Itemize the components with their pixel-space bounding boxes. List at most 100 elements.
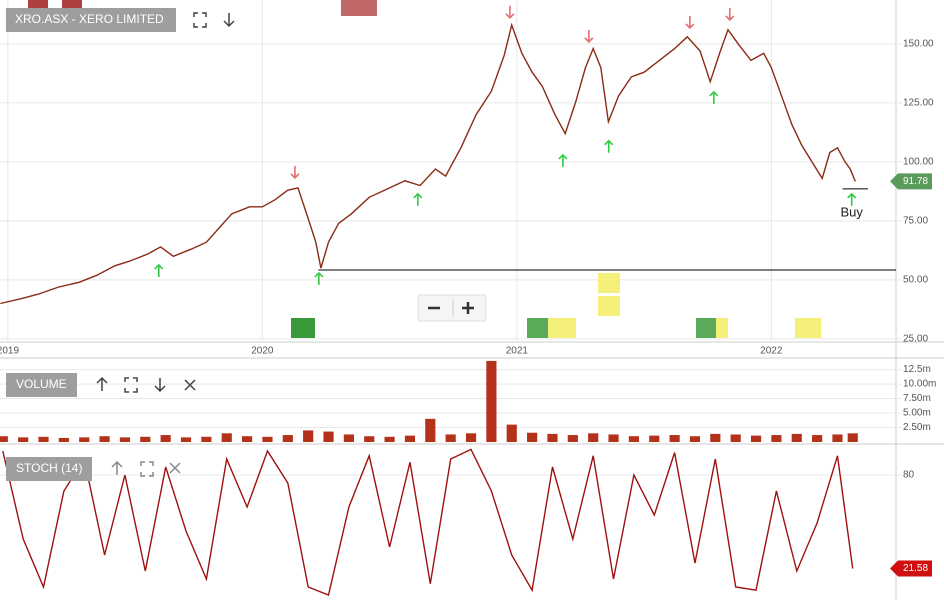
volume-bar xyxy=(242,436,253,442)
volume-bar xyxy=(99,436,110,442)
volume-bar xyxy=(771,435,782,442)
volume-bar xyxy=(119,437,131,442)
volume-header: VOLUME xyxy=(6,373,196,397)
volume-bar xyxy=(180,437,192,442)
volume-bar xyxy=(445,434,456,442)
y-tick-label: 100.00 xyxy=(903,157,934,168)
x-tick-label: 2021 xyxy=(506,346,529,357)
buy-arrow xyxy=(847,192,857,206)
volume-bar xyxy=(506,424,517,442)
volume-bar xyxy=(384,436,395,442)
expand-icon[interactable] xyxy=(193,12,207,28)
y-tick-label: 80 xyxy=(903,470,915,481)
volume-bar xyxy=(343,434,354,442)
volume-bar xyxy=(628,436,639,442)
down-icon[interactable] xyxy=(154,378,166,393)
expand-icon[interactable] xyxy=(140,461,154,477)
buy-arrow xyxy=(604,139,614,153)
volume-bar xyxy=(282,435,293,442)
volume-bar xyxy=(486,360,497,442)
volume-bar xyxy=(404,435,416,442)
volume-bar xyxy=(160,435,171,442)
badges xyxy=(28,0,821,338)
y-tick-label: 7.50m xyxy=(903,393,931,404)
close-icon[interactable] xyxy=(184,379,196,391)
buy-arrow xyxy=(709,90,719,104)
sell-arrow xyxy=(584,29,594,44)
volume-bar xyxy=(608,434,619,442)
annotation: Buy xyxy=(841,204,864,219)
volume-bar xyxy=(567,435,578,442)
panel-title: VOLUME xyxy=(16,377,67,391)
volume-bar xyxy=(323,431,334,442)
line xyxy=(2,448,854,596)
y-tick-label: 10.00m xyxy=(903,379,936,390)
y-tick-label: 50.00 xyxy=(903,275,928,286)
header-box xyxy=(6,373,77,397)
value-tag-label: 21.58 xyxy=(903,563,928,574)
volume-bar xyxy=(812,435,823,442)
y-tick-label: 25.00 xyxy=(903,334,928,345)
up-icon[interactable] xyxy=(111,460,123,475)
x-tick-label: 2019 xyxy=(0,346,19,357)
sell-arrow xyxy=(685,15,695,30)
chart-title: XRO.ASX - XERO LIMITED xyxy=(15,12,164,26)
volume-bar xyxy=(425,418,436,442)
volume-bar xyxy=(669,435,680,442)
buy-arrow xyxy=(413,192,423,206)
volume-bar xyxy=(201,436,212,442)
volume-bar xyxy=(58,437,69,442)
expand-icon[interactable] xyxy=(124,377,138,393)
y-tick-label: 5.00m xyxy=(903,408,931,419)
value-tag xyxy=(890,560,932,577)
close-icon[interactable] xyxy=(169,462,181,474)
volume-bar xyxy=(710,433,721,442)
y-tick-label: 12.5m xyxy=(903,364,931,375)
volume-bar xyxy=(18,437,29,442)
badge xyxy=(548,318,576,338)
badge xyxy=(527,318,551,338)
volume-bar xyxy=(750,435,762,442)
panel-title: STOCH (14) xyxy=(16,461,82,475)
volume-bar xyxy=(547,433,558,442)
volume-bar xyxy=(465,433,477,442)
value-tag-label: 91.78 xyxy=(903,176,928,187)
value-tag xyxy=(890,173,932,190)
up-icon[interactable] xyxy=(96,376,108,391)
down-icon[interactable] xyxy=(223,13,235,28)
price-header: XRO.ASX - XERO LIMITED xyxy=(6,8,235,32)
sell-arrow xyxy=(725,7,735,22)
line xyxy=(0,22,856,305)
volume-bar xyxy=(79,437,90,442)
badge xyxy=(291,318,315,338)
y-tick-label: 125.00 xyxy=(903,98,934,109)
badge xyxy=(598,296,620,316)
header-box xyxy=(6,457,92,481)
badge xyxy=(341,0,377,16)
volume-bar xyxy=(38,436,49,442)
x-tick-label: 2022 xyxy=(760,346,783,357)
stoch-header: STOCH (14) xyxy=(6,457,181,481)
sell-arrow xyxy=(505,5,515,19)
badge xyxy=(696,318,718,338)
x-tick-label: 2020 xyxy=(251,346,274,357)
y-tick-label: 75.00 xyxy=(903,216,928,227)
zoom-box xyxy=(417,294,487,322)
buy-arrow xyxy=(154,263,164,277)
volume-bar xyxy=(0,436,8,442)
volume-bar xyxy=(527,432,538,442)
badge xyxy=(598,273,620,293)
volume-bar xyxy=(262,436,273,442)
y-tick-label: 2.50m xyxy=(903,422,931,433)
buy-arrow xyxy=(558,153,568,167)
badge xyxy=(716,318,728,338)
volume-bar xyxy=(649,435,660,442)
zoom-control[interactable] xyxy=(417,294,487,322)
volume-bar xyxy=(689,436,701,442)
volume-bar xyxy=(791,433,802,442)
volume-bar xyxy=(364,436,375,442)
y-tick-label: 150.00 xyxy=(903,39,934,50)
volume-bar xyxy=(730,434,741,442)
